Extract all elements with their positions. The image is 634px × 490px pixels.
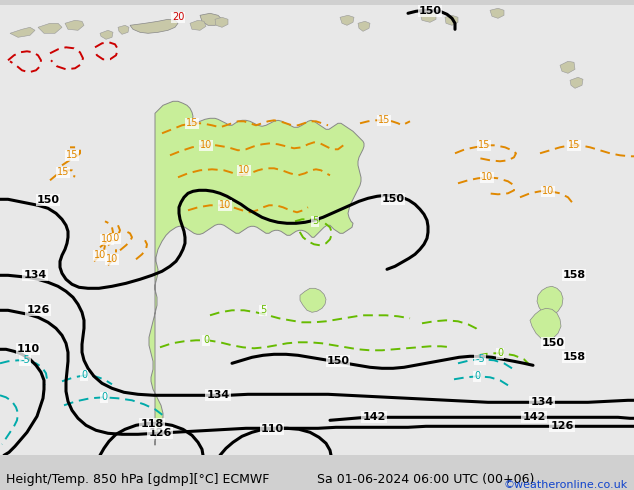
Polygon shape [10, 27, 35, 37]
Polygon shape [340, 15, 354, 25]
Text: 5: 5 [312, 216, 318, 226]
Text: 110: 110 [261, 424, 283, 434]
Text: 0: 0 [203, 335, 209, 345]
Text: Height/Temp. 850 hPa [gdmp][°C] ECMWF: Height/Temp. 850 hPa [gdmp][°C] ECMWF [6, 473, 269, 486]
Polygon shape [537, 286, 563, 317]
Text: 10: 10 [200, 140, 212, 150]
Polygon shape [215, 17, 228, 27]
Text: 20: 20 [172, 12, 184, 23]
Polygon shape [149, 101, 364, 445]
Text: 10: 10 [481, 172, 493, 182]
Polygon shape [445, 15, 458, 25]
Text: 150: 150 [327, 356, 349, 367]
Text: 10: 10 [238, 165, 250, 175]
Text: 150: 150 [382, 195, 404, 204]
Text: 158: 158 [562, 352, 586, 362]
Text: 15: 15 [186, 118, 198, 128]
Text: 10: 10 [101, 234, 113, 245]
Text: 5: 5 [260, 305, 266, 315]
Text: 126: 126 [550, 421, 574, 431]
Text: 150: 150 [541, 338, 564, 348]
Text: 150: 150 [37, 196, 60, 205]
Text: 142: 142 [362, 412, 385, 422]
Text: 0: 0 [474, 371, 480, 381]
Polygon shape [560, 61, 575, 74]
Polygon shape [190, 20, 206, 30]
Text: 150: 150 [418, 6, 441, 16]
Text: 15: 15 [57, 167, 69, 177]
Text: 10: 10 [542, 186, 554, 196]
Text: 126: 126 [27, 305, 49, 315]
Text: -5: -5 [475, 354, 485, 364]
Polygon shape [490, 8, 504, 18]
Polygon shape [38, 24, 62, 33]
Text: 158: 158 [562, 270, 586, 280]
Text: 110: 110 [16, 344, 39, 354]
Text: 126: 126 [148, 428, 172, 438]
Polygon shape [570, 77, 583, 88]
Text: 0: 0 [81, 370, 87, 380]
Text: -5: -5 [20, 355, 30, 366]
Text: 142: 142 [522, 412, 546, 422]
Polygon shape [100, 30, 113, 39]
Text: 15: 15 [568, 140, 580, 150]
Text: 134: 134 [207, 391, 230, 400]
Polygon shape [420, 11, 436, 23]
Text: ©weatheronline.co.uk: ©weatheronline.co.uk [503, 480, 628, 490]
Polygon shape [300, 288, 326, 312]
Text: 10: 10 [108, 233, 120, 244]
Text: 15: 15 [478, 140, 490, 150]
Text: Sa 01-06-2024 06:00 UTC (00+06): Sa 01-06-2024 06:00 UTC (00+06) [317, 473, 534, 486]
Text: 118: 118 [140, 419, 164, 429]
Text: 15: 15 [66, 150, 78, 160]
Text: 0: 0 [101, 392, 107, 402]
Text: 10: 10 [94, 250, 106, 260]
Text: 134: 134 [23, 270, 47, 280]
Polygon shape [130, 19, 178, 33]
Polygon shape [358, 21, 370, 31]
Polygon shape [200, 13, 222, 25]
Polygon shape [118, 25, 129, 34]
Text: 10: 10 [219, 200, 231, 210]
Text: 15: 15 [378, 115, 390, 125]
Polygon shape [65, 20, 84, 30]
Polygon shape [530, 308, 561, 340]
Text: 0: 0 [497, 348, 503, 358]
Text: 10: 10 [106, 254, 118, 264]
Text: 134: 134 [531, 397, 553, 407]
